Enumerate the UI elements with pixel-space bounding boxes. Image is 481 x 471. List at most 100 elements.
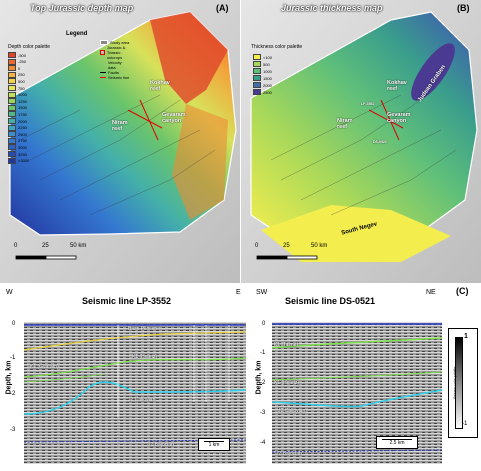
palette-swatch — [8, 58, 16, 65]
seismic-line-ds — [139, 99, 159, 141]
palette-row: <100 — [253, 54, 272, 60]
palette-row: >3300 — [8, 157, 30, 164]
scale-25-b: 25 — [283, 243, 290, 249]
palette-row: 1000 — [8, 91, 27, 98]
line2-dir-right: NE — [426, 289, 436, 296]
legend-label: Velocity data — [107, 60, 122, 70]
palette-swatch — [8, 91, 16, 98]
legend-label: Faults — [108, 70, 119, 75]
palette-row: 2000 — [8, 118, 27, 124]
legend-symbol-seismic-icon — [100, 77, 106, 78]
horizon-k1-heletz-2 — [272, 371, 442, 381]
palette-swatch — [8, 52, 16, 58]
palette-swatch — [8, 151, 16, 157]
line2-tick-0: 0 — [262, 321, 266, 327]
line1-horizon-top: Base Pliocene — [128, 326, 160, 332]
legend-item-outcrops: Jurassic & Triassic outcrops — [100, 45, 130, 60]
palette-swatch — [8, 85, 16, 91]
depth-map-figure — [0, 0, 240, 283]
legend-label: Seismic line — [108, 75, 130, 80]
palette-label: <100 — [263, 54, 273, 60]
palette-swatch — [8, 111, 16, 118]
palette-swatch — [8, 118, 16, 124]
palette-row: 2250 — [8, 124, 27, 131]
line2-title: Seismic line DS-0521 — [285, 296, 376, 306]
place-gevaram-a: Gevaram canyon — [162, 112, 186, 124]
legend-symbol-outcrops-icon — [100, 50, 105, 55]
legend-title: Legend — [66, 31, 88, 37]
palette-row: -250 — [8, 58, 26, 65]
palette-row: 1500 — [253, 75, 272, 81]
legend-label: Jurassic & Triassic outcrops — [106, 45, 126, 60]
line2-scalebar-bar — [382, 439, 412, 440]
panel-c-seismic-lines: (C) W E Seismic line LP-3552 Depth, km 0… — [0, 284, 481, 471]
palette-row: 2000 — [253, 82, 272, 88]
palette-swatch — [253, 82, 261, 88]
line1-horizon-k1: K1 (Heletz) — [132, 354, 158, 360]
horizon-j2-bajocian-2 — [272, 449, 442, 453]
palette-row: 2750 — [8, 137, 27, 144]
palette-row: 1750 — [8, 111, 27, 118]
place-kokhav-b: Kokhav reef — [387, 80, 407, 92]
horizon-k1-gvaram — [24, 373, 105, 383]
line1-dir-left: W — [6, 289, 13, 296]
horizon-k1-talme — [272, 337, 442, 349]
palette-label: 1500 — [263, 75, 272, 81]
colorbar-min: -1 — [462, 421, 468, 427]
line1-tick-0: 0 — [12, 321, 16, 327]
palette-swatch — [8, 144, 16, 151]
palette-label: 2750 — [18, 138, 27, 144]
line1-horizon-j2: J2 Callovian — [128, 397, 156, 403]
colorbar-gradient — [455, 337, 463, 429]
palette-label: 1000 — [18, 92, 27, 98]
palette-row: 2500 — [8, 131, 27, 138]
palette-swatch — [253, 68, 261, 74]
palette-label: 0 — [18, 65, 21, 71]
palette-label: 2250 — [18, 125, 27, 131]
palette-label: 3250 — [18, 151, 27, 157]
scale-0-b: 0 — [255, 243, 259, 249]
line1-ylabel: Depth, km — [5, 360, 13, 395]
palette-row: 1250 — [8, 98, 27, 105]
palette-label: 3000 — [18, 144, 27, 150]
palette-label: >3300 — [18, 158, 30, 164]
line2-scalebar-label: 2.5 km — [389, 440, 405, 446]
line1-tick-3: -3 — [10, 427, 16, 433]
line1-title: Seismic line LP-3552 — [82, 296, 172, 306]
palette-label: 2500 — [18, 131, 27, 137]
horizon-k1-heletz — [24, 357, 246, 378]
line2-horizon-k1: K1 (Heletz) — [274, 380, 300, 386]
panel-a-title: Top Jurassic depth map — [30, 3, 134, 13]
legend-a: Legend Study area Jurassic & Triassic ou… — [60, 31, 130, 80]
legend-item-faults: Faults — [100, 70, 130, 75]
palette-label: 1250 — [18, 98, 27, 104]
palette-swatch — [8, 124, 16, 131]
scale-50-a: 50 km — [70, 243, 87, 249]
line2-tick-3: -3 — [260, 410, 266, 416]
seismic-line-lp — [127, 109, 163, 129]
palette-label: 500 — [18, 78, 25, 84]
line-lp-label-b: LP-3552 — [361, 102, 375, 106]
line1-tick-1: -1 — [10, 355, 16, 361]
shallow-zone-east — [150, 12, 228, 104]
seismic-line-ds-b — [380, 99, 400, 141]
horizon-j2-callovian-2 — [272, 389, 442, 408]
panel-a-depth-map: Top Jurassic depth map (A) Legend Study … — [0, 0, 240, 283]
scale-25-a: 25 — [42, 243, 49, 249]
thickness-palette-title: Thickness color palette — [251, 44, 303, 50]
panel-a-label: (A) — [216, 3, 229, 13]
scale-bar-b — [256, 255, 318, 260]
palette-row: 1000 — [253, 68, 272, 74]
colorbar-title: Seismic color palette — [453, 366, 457, 399]
line-ds-label-b: DS-0521 — [373, 140, 387, 144]
legend-symbol-velocity-icon — [100, 64, 106, 67]
palette-row: 3000 — [8, 144, 27, 151]
palette-label: 2000 — [18, 118, 27, 124]
palette-row: 250 — [8, 71, 25, 78]
line1-dir-right: E — [236, 289, 241, 296]
palette-row: 500 — [253, 61, 270, 67]
palette-swatch — [253, 75, 261, 81]
seismic-colorbar: 1 -1 Seismic color palette — [448, 328, 478, 438]
legend-symbol-faults-icon — [100, 72, 106, 73]
legend-item-seismic: Seismic line — [100, 75, 130, 80]
